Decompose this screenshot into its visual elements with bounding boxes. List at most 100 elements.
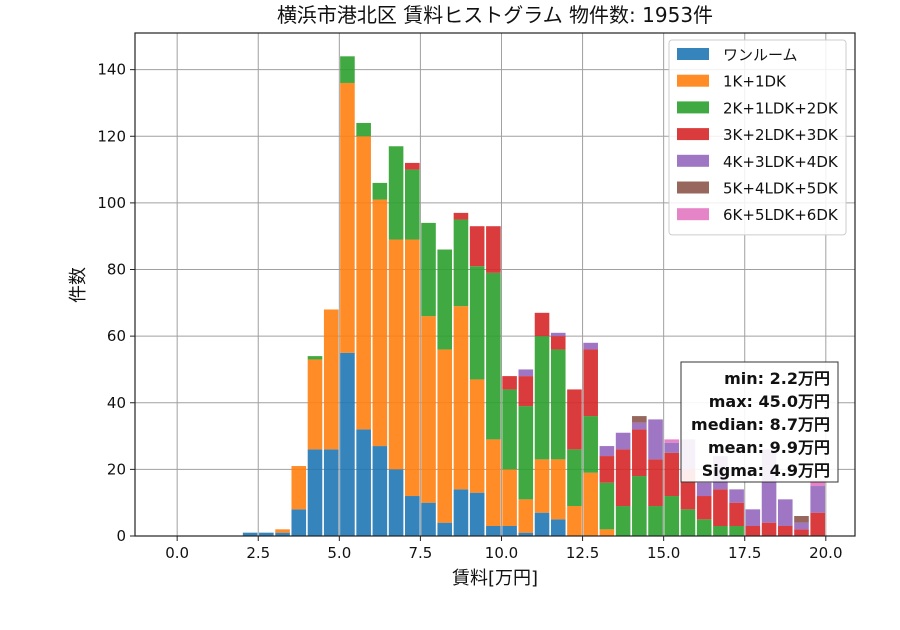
bar-segment xyxy=(729,489,744,503)
bar-segment xyxy=(599,482,615,530)
bar-segment xyxy=(405,239,420,497)
bar-segment xyxy=(356,122,371,137)
bar-segment xyxy=(486,439,501,527)
x-tick-label: 7.5 xyxy=(408,544,432,562)
bar-segment xyxy=(307,449,323,536)
bars-group xyxy=(242,56,825,536)
bar-segment xyxy=(583,342,598,350)
y-tick-label: 100 xyxy=(97,194,126,212)
bar-segment xyxy=(550,519,566,536)
bar-segment xyxy=(729,526,744,536)
bar-segment xyxy=(502,526,517,536)
legend-swatch xyxy=(677,154,709,167)
y-tick-label: 60 xyxy=(107,327,126,345)
bar-segment xyxy=(599,456,615,483)
bar-segment xyxy=(340,82,355,353)
bar-segment xyxy=(534,459,550,513)
bar-segment xyxy=(664,442,680,453)
legend-label: 2K+1LDK+2DK xyxy=(723,99,839,117)
bar-segment xyxy=(680,509,696,536)
bar-segment xyxy=(810,486,825,513)
stats-line: Sigma: 4.9万円 xyxy=(702,461,830,480)
x-tick-label: 17.5 xyxy=(728,544,761,562)
bar-segment xyxy=(453,489,469,536)
bar-segment xyxy=(777,499,793,527)
plot-frame xyxy=(134,32,856,537)
bar-segment xyxy=(599,446,615,457)
bar-segment xyxy=(696,482,712,497)
bar-segment xyxy=(696,496,712,520)
legend: ワンルーム 1K+1DK 2K+1LDK+2DK 3K+2LDK+3DK 4K+3LDK… xyxy=(668,39,847,236)
y-tick-label: 120 xyxy=(97,127,126,145)
bar-segment xyxy=(356,136,371,430)
bar-segment xyxy=(291,509,307,536)
x-tick-label: 2.5 xyxy=(246,544,270,562)
bar-segment xyxy=(761,522,777,536)
x-tick-label: 10.0 xyxy=(485,544,518,562)
bar-segment xyxy=(534,312,550,337)
bar-segment xyxy=(323,309,339,450)
stats-line: mean: 9.9万円 xyxy=(708,438,830,457)
y-tick-label: 0 xyxy=(116,527,126,545)
bar-segment xyxy=(307,359,323,450)
bar-segment xyxy=(599,529,615,536)
bar-segment xyxy=(632,429,647,477)
bar-segment xyxy=(405,162,420,170)
bar-segment xyxy=(583,349,598,417)
x-tick-label: 5.0 xyxy=(327,544,351,562)
stats-line: median: 8.7万円 xyxy=(691,415,830,434)
bar-segment xyxy=(664,439,680,443)
bar-segment xyxy=(486,226,501,273)
legend-swatch xyxy=(677,208,709,221)
bar-segment xyxy=(518,369,534,377)
bar-segment xyxy=(453,306,469,490)
bar-segment xyxy=(340,352,355,536)
bar-segment xyxy=(502,389,517,470)
bar-segment xyxy=(583,416,598,473)
legend-label: ワンルーム xyxy=(723,46,798,64)
legend-swatch xyxy=(677,74,709,87)
bar-segment xyxy=(729,502,744,527)
legend-label: 6K+5LDK+6DK xyxy=(723,206,839,224)
bar-segment xyxy=(421,502,436,536)
y-tick-label: 140 xyxy=(97,61,126,79)
bar-segment xyxy=(323,449,339,536)
bar-segment xyxy=(632,416,647,423)
x-tick-label: 15.0 xyxy=(647,544,680,562)
bar-segment xyxy=(469,379,485,493)
bar-segment xyxy=(388,239,404,470)
legend-swatch xyxy=(677,128,709,141)
legend-label: 4K+3LDK+4DK xyxy=(723,153,839,171)
bar-segment xyxy=(632,422,647,430)
chart-title: 横浜市港北区 賃料ヒストグラム 物件数: 1953件 xyxy=(277,3,713,27)
bar-segment xyxy=(632,476,647,536)
legend-swatch xyxy=(677,181,709,194)
bar-segment xyxy=(696,519,712,536)
bar-segment xyxy=(372,182,388,200)
bar-segment xyxy=(437,249,453,350)
bar-segment xyxy=(259,532,274,536)
bar-segment xyxy=(534,512,550,536)
bar-segment xyxy=(469,492,485,536)
x-tick-label: 20.0 xyxy=(809,544,842,562)
bar-segment xyxy=(713,489,728,527)
bar-segment xyxy=(291,466,307,510)
stats-box-frame xyxy=(680,361,839,483)
bar-segment xyxy=(810,479,825,487)
bar-segment xyxy=(405,169,420,240)
bar-segment xyxy=(648,506,663,536)
bar-segment xyxy=(518,376,534,407)
bar-segment xyxy=(615,449,631,507)
bar-segment xyxy=(648,419,663,460)
bar-segment xyxy=(794,529,809,536)
bar-segment xyxy=(502,376,517,390)
bar-segment xyxy=(567,449,582,507)
bar-segment xyxy=(405,496,420,536)
bar-segment xyxy=(745,526,761,536)
bar-segment xyxy=(615,432,631,450)
bar-segment xyxy=(469,226,485,267)
x-axis-label: 賃料[万円] xyxy=(452,568,538,589)
legend-swatch xyxy=(677,101,709,114)
y-axis-ticks: 0 20 40 60 80 100 120 140 xyxy=(97,61,135,545)
bar-segment xyxy=(550,332,566,337)
